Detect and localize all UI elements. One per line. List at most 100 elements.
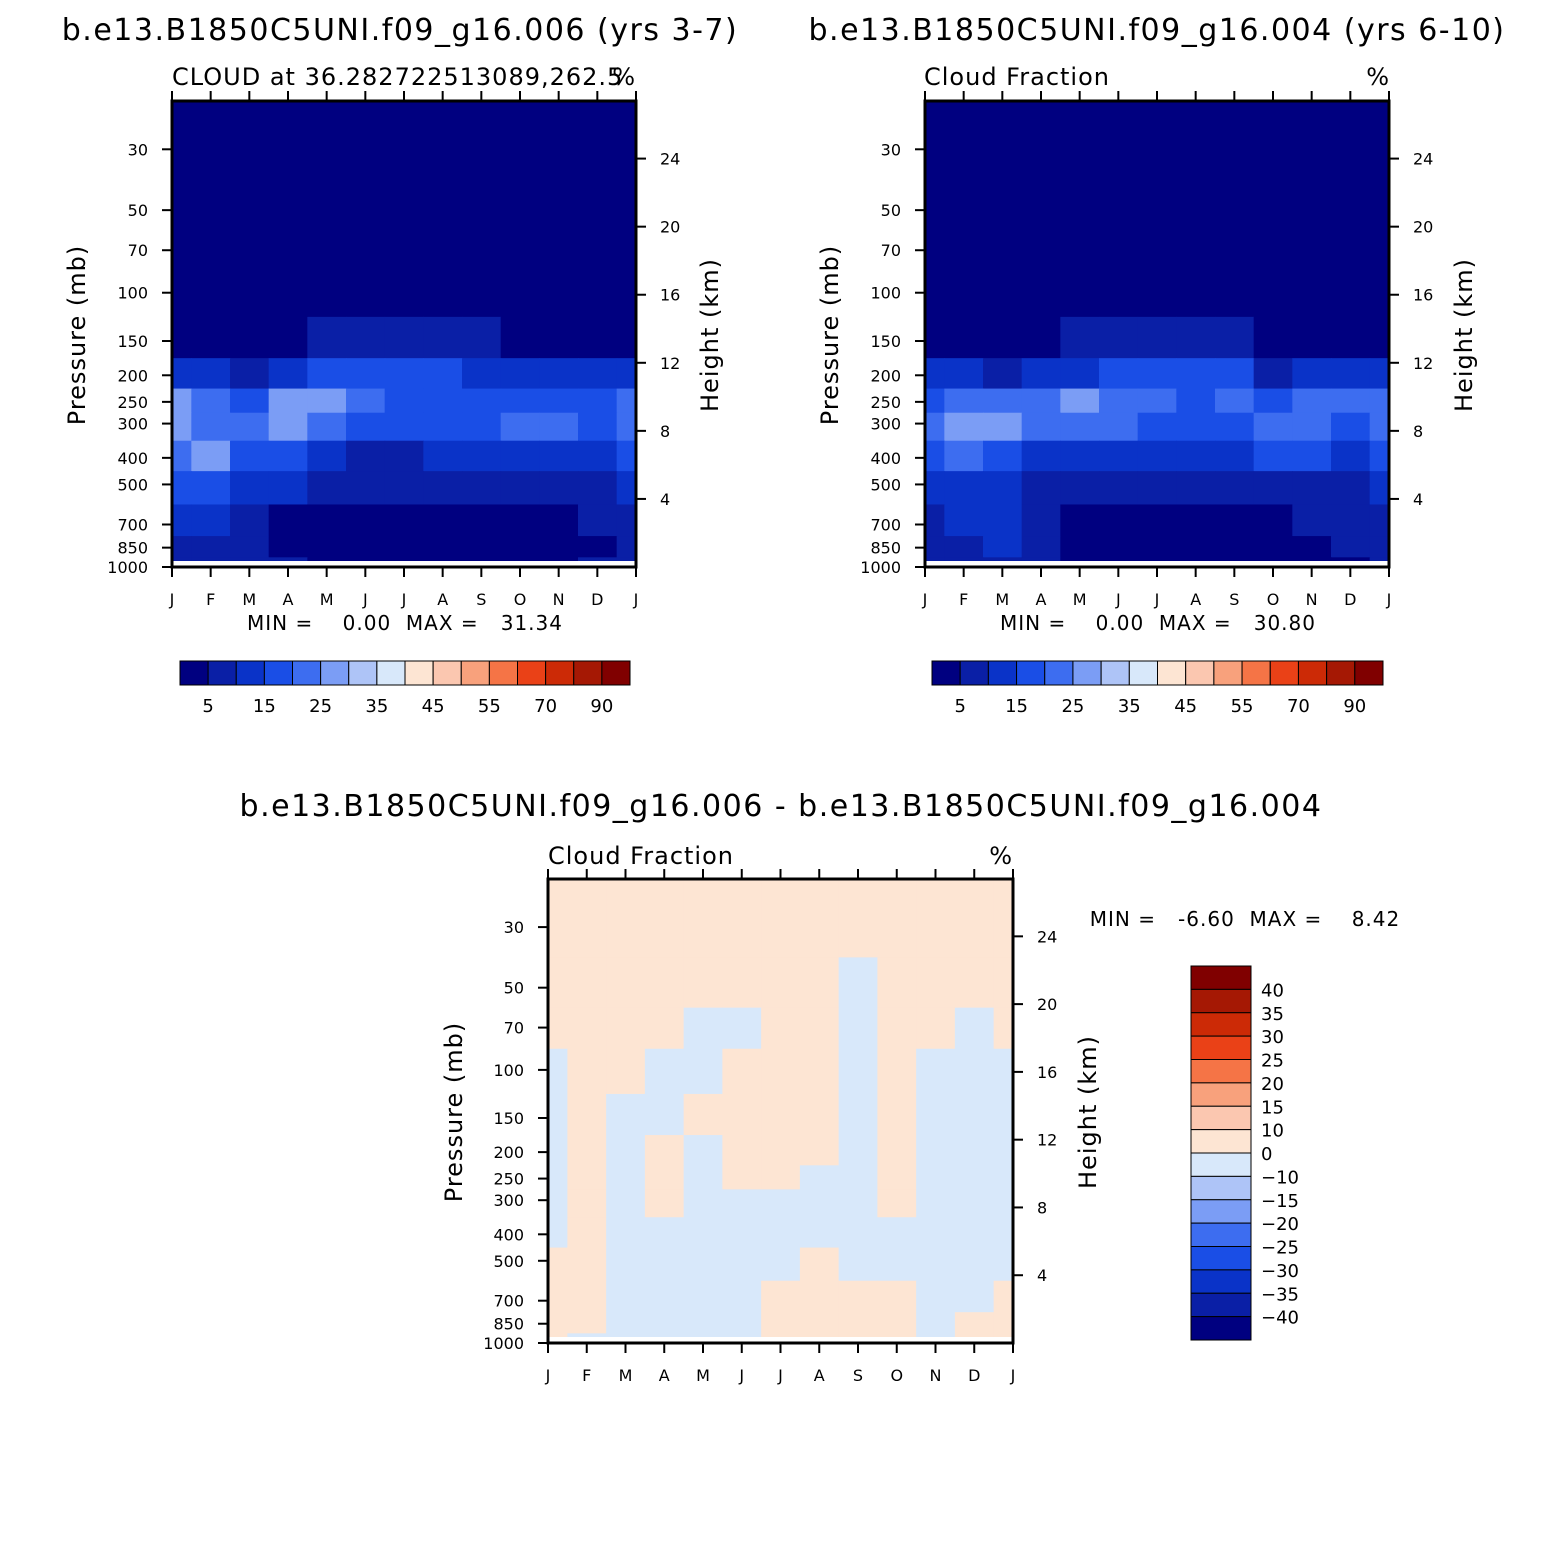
x-tick-label: D xyxy=(591,590,603,609)
heatmap-cell xyxy=(307,388,347,414)
colorbar-swatch xyxy=(404,660,434,686)
y-tick-label: 850 xyxy=(493,1315,524,1334)
heatmap-cell xyxy=(346,230,386,273)
heatmap-cell xyxy=(172,504,192,537)
heatmap-cell xyxy=(307,504,347,537)
y-right-tick-label: 16 xyxy=(660,286,680,305)
heatmap-cell xyxy=(1331,230,1371,273)
heatmap-cell xyxy=(567,1247,607,1282)
heatmap-cells xyxy=(548,879,1014,1338)
heatmap-cell xyxy=(954,1093,995,1136)
x-tick-label: J xyxy=(738,1366,744,1385)
heatmap-cell xyxy=(761,1247,801,1282)
heatmap-cell xyxy=(925,101,945,181)
colorbar-swatch xyxy=(1157,660,1187,686)
heatmap-cell xyxy=(838,1312,878,1334)
heatmap-cell xyxy=(548,1093,568,1136)
heatmap-cell xyxy=(983,358,1023,390)
heatmap-cell xyxy=(799,1217,840,1249)
heatmap-cell xyxy=(462,440,502,472)
heatmap-cell xyxy=(606,1007,646,1050)
heatmap-cell xyxy=(191,179,231,231)
colorbar-label: 35 xyxy=(365,696,388,717)
heatmap-cell xyxy=(877,1312,917,1334)
heatmap-cell xyxy=(916,1007,956,1050)
heatmap-cell xyxy=(954,1312,995,1334)
heatmap-cell xyxy=(423,358,463,390)
colorbar-label: 15 xyxy=(1005,696,1028,717)
heatmap-cell xyxy=(944,271,984,318)
heatmap-cell xyxy=(616,471,637,506)
panel-2-title: b.e13.B1850C5UNI.f09_g16.004 (yrs 6-10) xyxy=(808,13,1505,48)
heatmap-cell xyxy=(644,1135,685,1166)
panel-2-ylabel: Pressure (mb) xyxy=(816,245,844,425)
heatmap-cell xyxy=(423,316,463,359)
heatmap-cell xyxy=(954,1135,995,1166)
heatmap-cell xyxy=(462,471,502,506)
x-tick-label: M xyxy=(619,1366,633,1385)
heatmap-cell xyxy=(500,471,540,506)
colorbar-swatch xyxy=(1128,660,1159,686)
colorbar-label: 0 xyxy=(1261,1144,1272,1165)
heatmap-cell xyxy=(1021,440,1061,472)
heatmap-cell xyxy=(616,388,637,414)
heatmap-cell xyxy=(384,316,424,359)
heatmap-cell xyxy=(307,536,347,558)
heatmap-cell xyxy=(983,440,1023,472)
heatmap-cell xyxy=(954,1247,995,1282)
heatmap-cell xyxy=(191,557,231,562)
heatmap-cell xyxy=(1215,388,1255,414)
colorbar-label: 40 xyxy=(1261,980,1284,1001)
heatmap-cell xyxy=(1060,358,1100,390)
heatmap-cell xyxy=(172,557,192,562)
heatmap-cell xyxy=(1292,471,1332,506)
panel-1-units: % xyxy=(612,63,636,91)
heatmap-cell xyxy=(644,879,685,958)
heatmap-cell xyxy=(307,230,347,273)
heatmap-cell xyxy=(346,471,386,506)
heatmap-cell xyxy=(346,504,386,537)
heatmap-cell xyxy=(1331,504,1371,537)
heatmap-cell xyxy=(578,388,618,414)
heatmap-cell xyxy=(1021,230,1061,273)
heatmap-cell xyxy=(722,1333,762,1338)
heatmap-cell xyxy=(578,557,618,562)
heatmap-cell xyxy=(191,271,231,318)
heatmap-cell xyxy=(944,358,984,390)
heatmap-cell xyxy=(384,504,424,537)
colorbar-label: 90 xyxy=(590,696,613,717)
heatmap-cell xyxy=(1137,471,1177,506)
heatmap-cell xyxy=(1137,504,1177,537)
heatmap-cell xyxy=(916,1217,956,1249)
heatmap-cell xyxy=(799,1093,840,1136)
heatmap-cell xyxy=(1292,536,1332,558)
heatmap-cell xyxy=(916,1135,956,1166)
heatmap-cell xyxy=(1099,388,1139,414)
heatmap-cell xyxy=(722,1280,762,1313)
heatmap-cell xyxy=(993,1189,1014,1218)
heatmap-cell xyxy=(1369,440,1390,472)
heatmap-cell xyxy=(346,412,386,442)
heatmap-cell xyxy=(1099,271,1139,318)
heatmap-cell xyxy=(799,1333,840,1338)
heatmap-cell xyxy=(1253,412,1293,442)
heatmap-cell xyxy=(500,388,540,414)
heatmap-cell xyxy=(916,1048,956,1095)
heatmap-cell xyxy=(983,271,1023,318)
y-tick-label: 850 xyxy=(870,539,901,558)
colorbar-swatch xyxy=(1190,1316,1252,1341)
x-tick-label: O xyxy=(514,590,527,609)
heatmap-cell xyxy=(1137,557,1177,562)
x-tick-label: F xyxy=(206,590,215,609)
heatmap-cell xyxy=(462,179,502,231)
heatmap-cell xyxy=(1331,388,1371,414)
heatmap-cell xyxy=(191,230,231,273)
heatmap-cell xyxy=(548,1280,568,1313)
heatmap-cell xyxy=(1331,412,1371,442)
x-tick-label: A xyxy=(283,590,294,609)
heatmap-cell xyxy=(1021,271,1061,318)
panel-1-plot: J F M A M J J A S O N D J 30 50 70 100 150 200 250 300 400 500… xyxy=(107,91,680,609)
heatmap-cell xyxy=(1021,358,1061,390)
heatmap-cell xyxy=(993,1217,1014,1249)
heatmap-cell xyxy=(500,440,540,472)
